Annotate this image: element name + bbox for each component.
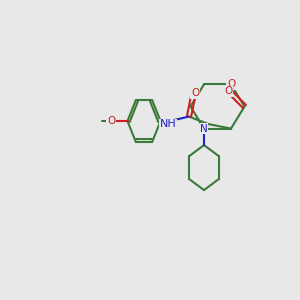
Text: NH: NH xyxy=(160,119,176,129)
Text: O: O xyxy=(224,86,233,97)
Text: O: O xyxy=(107,116,115,126)
Text: N: N xyxy=(200,124,208,134)
Text: O: O xyxy=(227,80,235,89)
Text: O: O xyxy=(191,88,199,98)
